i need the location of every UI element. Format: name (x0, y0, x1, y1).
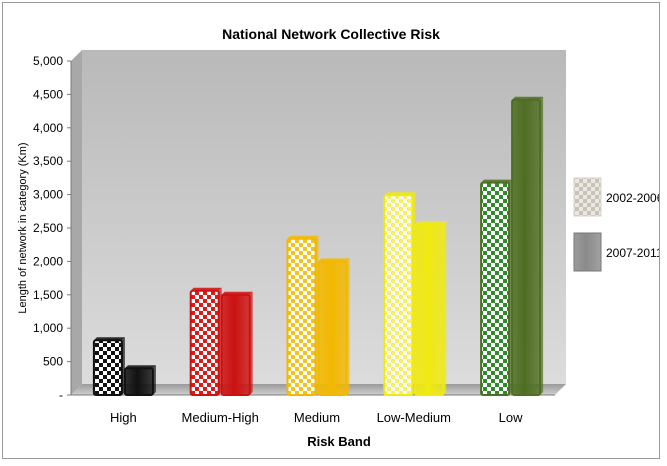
legend-item-2002-2006: 2002-2006 (573, 177, 664, 217)
chart-title: National Network Collective Risk (222, 26, 440, 42)
y-tick-label: 4,000 (33, 121, 63, 135)
legend: 2002-2006 2007-2011 (573, 177, 664, 272)
bar-2007-2011-High (123, 365, 156, 396)
bar-2007-2011-Low-Medium (414, 220, 447, 396)
bar-2002-2006-High (92, 337, 125, 396)
chart: National Network Collective Risk Risk Ba… (17, 26, 664, 449)
y-tick-label: 2,000 (33, 254, 63, 268)
bar-2007-2011-Low (511, 96, 544, 397)
y-axis-title: Length of network in category (Km) (17, 142, 29, 313)
y-tick-label: 1,000 (33, 321, 63, 335)
legend-swatch (573, 232, 602, 272)
bars (92, 96, 544, 397)
legend-item-2007-2011: 2007-2011 (573, 232, 663, 272)
side-wall (71, 50, 82, 395)
y-tick-label: 500 (43, 355, 63, 369)
bar-2002-2006-Low (480, 179, 513, 396)
x-tick-label: Medium-High (182, 410, 259, 425)
y-tick-label: 3,500 (33, 154, 63, 168)
y-tick-label: 3,000 (33, 188, 63, 202)
legend-label: 2007-2011 (606, 246, 659, 260)
legend-label: 2002-2006 (606, 191, 659, 205)
bar-2002-2006-Medium-High (189, 287, 222, 396)
x-tick-label: Low-Medium (377, 410, 451, 425)
bar-2002-2006-Medium (286, 235, 319, 396)
bar-2007-2011-Medium (317, 258, 350, 396)
x-tick-label: Low (499, 410, 523, 425)
bar-2002-2006-Low-Medium (383, 192, 416, 396)
y-tick-label: - (59, 388, 63, 402)
x-tick-labels: High Medium-High Medium Low-Medium Low (110, 410, 523, 425)
x-tick-label: High (110, 410, 137, 425)
x-tick-label: Medium (294, 410, 340, 425)
y-tick-label: 1,500 (33, 288, 63, 302)
chart-frame: National Network Collective Risk Risk Ba… (2, 2, 664, 459)
legend-swatch (573, 177, 602, 217)
y-tick-label: 5,000 (33, 54, 63, 68)
bar-2007-2011-Medium-High (220, 291, 253, 396)
y-ticks: - 500 1,000 1,500 2,000 2,500 3,000 3,500 4,000 4… (33, 54, 71, 402)
y-tick-label: 4,500 (33, 87, 63, 101)
y-tick-label: 2,500 (33, 221, 63, 235)
x-axis-title: Risk Band (307, 434, 371, 449)
